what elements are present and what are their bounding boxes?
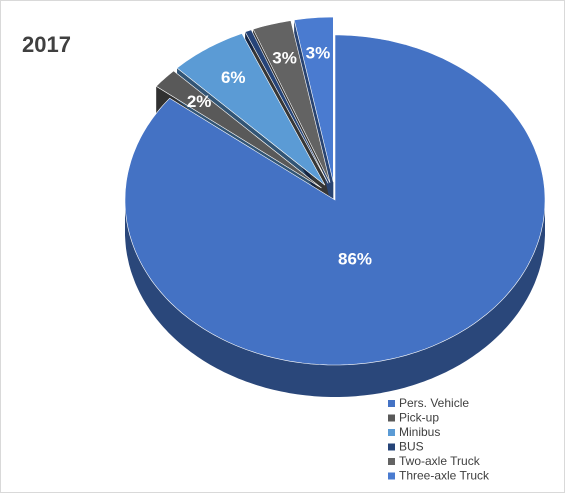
legend-label: Pers. Vehicle	[399, 396, 469, 410]
pie-slice	[124, 34, 546, 366]
data-label: 6%	[221, 68, 246, 87]
pie-slice-side	[125, 200, 545, 397]
pie-slice	[252, 20, 331, 183]
legend-swatch	[388, 472, 395, 480]
chart-title: 2017	[22, 32, 71, 57]
legend-label: Two-axle Truck	[399, 454, 481, 468]
legend-label: Minibus	[399, 425, 440, 439]
pie-slice	[293, 16, 334, 183]
data-label: 2%	[187, 92, 212, 111]
data-label: 86%	[338, 249, 372, 268]
data-label: 3%	[306, 43, 331, 62]
legend-label: Pick-up	[399, 411, 439, 425]
legend-label: BUS	[399, 440, 424, 454]
legend-swatch	[388, 400, 395, 407]
data-label: 3%	[272, 49, 297, 68]
legend-label: Three-axle Truck	[399, 469, 490, 483]
pie-slice	[244, 29, 329, 184]
legend-swatch	[388, 458, 395, 465]
pie-slice	[155, 70, 322, 189]
legend-swatch	[388, 414, 395, 422]
legend-swatch	[388, 429, 395, 436]
pie-slice	[176, 33, 326, 186]
legend-swatch	[388, 443, 395, 451]
